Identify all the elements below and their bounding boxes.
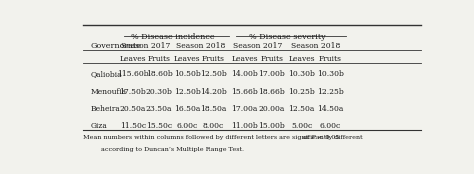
Text: according to Duncan’s Multiple Range Test.: according to Duncan’s Multiple Range Tes… (101, 148, 245, 152)
Text: Giza: Giza (91, 122, 107, 130)
Text: 23.50a: 23.50a (146, 105, 173, 113)
Text: Mean numbers within columns followed by different letters are significantly diff: Mean numbers within columns followed by … (83, 135, 365, 140)
Text: 16.50a: 16.50a (174, 105, 201, 113)
Text: Beheira: Beheira (91, 105, 120, 113)
Text: Leaves: Leaves (231, 56, 258, 64)
Text: 14.20b: 14.20b (200, 88, 227, 96)
Text: Leaves: Leaves (119, 56, 146, 64)
Text: Qaliobia: Qaliobia (91, 70, 122, 78)
Text: 17.00a: 17.00a (232, 105, 258, 113)
Text: 10.25b: 10.25b (288, 88, 315, 96)
Text: 11.00b: 11.00b (231, 122, 258, 130)
Text: 14.50a: 14.50a (317, 105, 344, 113)
Text: 15.50c: 15.50c (146, 122, 172, 130)
Text: Season 2017: Season 2017 (234, 42, 283, 50)
Text: 12.50b: 12.50b (200, 70, 227, 78)
Text: 20.00a: 20.00a (258, 105, 285, 113)
Text: 12.50a: 12.50a (289, 105, 315, 113)
Text: 10.50b: 10.50b (173, 70, 201, 78)
Text: 15.66b: 15.66b (231, 88, 258, 96)
Text: Leaves: Leaves (288, 56, 315, 64)
Text: at P: at P (303, 135, 315, 140)
Text: 15.00b: 15.00b (258, 122, 285, 130)
Text: 11.50c: 11.50c (119, 122, 146, 130)
Text: 14.00b: 14.00b (231, 70, 258, 78)
Text: Fruits: Fruits (148, 56, 171, 64)
Text: Season 2017: Season 2017 (121, 42, 171, 50)
Text: 10.30b: 10.30b (288, 70, 315, 78)
Text: Fruits: Fruits (260, 56, 283, 64)
Text: 5.00c: 5.00c (291, 122, 312, 130)
Text: 6.00c: 6.00c (320, 122, 341, 130)
Text: Season 2018: Season 2018 (292, 42, 341, 50)
Text: 6.00c: 6.00c (176, 122, 198, 130)
Text: 8.00c: 8.00c (203, 122, 224, 130)
Text: Leaves: Leaves (174, 56, 201, 64)
Text: 12.50b: 12.50b (173, 88, 201, 96)
Text: Fruits: Fruits (319, 56, 342, 64)
Text: Governorate: Governorate (91, 42, 141, 50)
Text: 10.30b: 10.30b (317, 70, 344, 78)
Text: 20.30b: 20.30b (146, 88, 173, 96)
Text: 17.00b: 17.00b (258, 70, 285, 78)
Text: Menoufia: Menoufia (91, 88, 127, 96)
Text: 18.60b: 18.60b (146, 70, 173, 78)
Text: 115.60b: 115.60b (117, 70, 148, 78)
Text: Season 2018: Season 2018 (176, 42, 225, 50)
Text: Fruits: Fruits (202, 56, 225, 64)
Text: 17.50b: 17.50b (119, 88, 146, 96)
Text: % Disease incidence: % Disease incidence (131, 33, 215, 41)
Text: 18.50a: 18.50a (201, 105, 227, 113)
Text: 20.50a: 20.50a (119, 105, 146, 113)
Text: 18.66b: 18.66b (258, 88, 285, 96)
Text: 12.25b: 12.25b (317, 88, 344, 96)
Text: % Disease severity: % Disease severity (249, 33, 326, 41)
Text: < 0.05: < 0.05 (316, 135, 339, 140)
